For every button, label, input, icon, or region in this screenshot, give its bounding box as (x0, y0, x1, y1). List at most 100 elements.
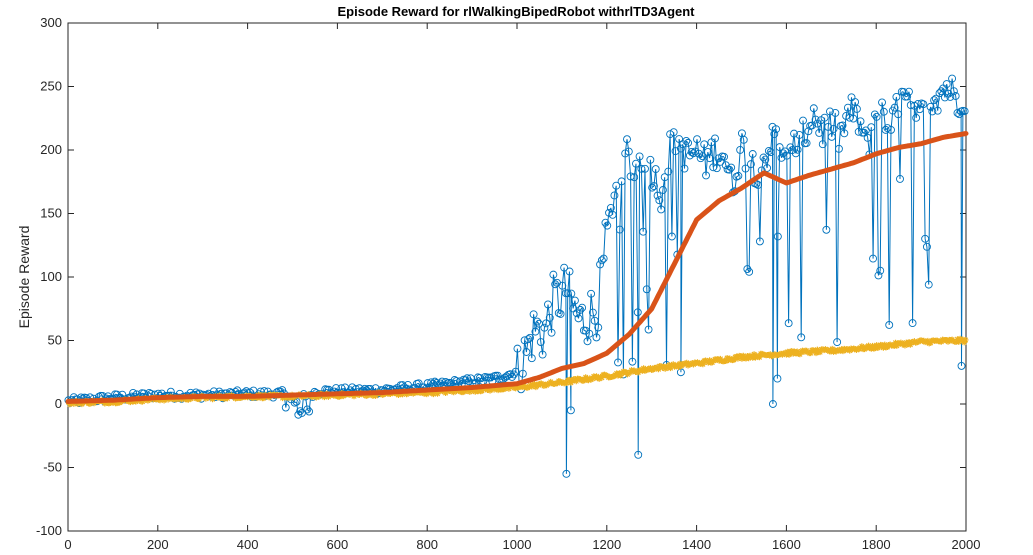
episode-reward-marker (281, 403, 290, 412)
episode-reward-marker (562, 469, 571, 478)
episode-reward-marker (946, 93, 955, 101)
episode-reward-marker (872, 112, 881, 121)
episode-reward-marker (583, 337, 592, 346)
episode-reward-marker (831, 108, 840, 117)
episode-reward-marker (700, 140, 709, 149)
episode-reward-marker (508, 373, 517, 381)
y-tick-label: 150 (40, 206, 62, 221)
episode-reward-marker (890, 103, 899, 112)
episode-reward-marker (646, 155, 655, 164)
episode-reward-marker (784, 319, 793, 328)
episode-reward-marker (592, 333, 601, 342)
episode-reward-marker (879, 107, 888, 116)
episode-reward-marker (556, 309, 565, 318)
episode-reward-marker (951, 92, 960, 100)
episode-reward-marker (852, 105, 861, 113)
episode-reward-marker (761, 155, 770, 164)
episode-reward-marker (641, 164, 649, 173)
episode-reward-marker (687, 148, 696, 156)
x-tick-label: 1000 (503, 537, 532, 552)
episode-reward-marker (809, 104, 818, 113)
episode-reward-marker (597, 256, 606, 265)
episode-reward-marker (870, 110, 879, 119)
episode-reward-marker (712, 164, 721, 173)
episode-reward-marker (930, 96, 939, 105)
episode-reward-marker (634, 450, 643, 459)
episode-reward-marker (799, 116, 807, 125)
episode-reward-marker (953, 109, 962, 117)
episode-reward-marker (755, 237, 764, 246)
episode-reward-marker (574, 314, 583, 323)
episode-reward-marker (671, 147, 680, 156)
y-axis-label: Episode Reward (16, 226, 32, 329)
episode-reward-marker (639, 227, 648, 236)
episode-reward-marker (599, 254, 608, 263)
episode-reward-marker (432, 379, 441, 387)
x-tick-label: 600 (327, 537, 349, 552)
episode-reward-marker (894, 110, 903, 119)
episode-reward-marker (957, 361, 966, 370)
episode-reward-marker (540, 323, 549, 332)
episode-reward-marker (775, 143, 784, 152)
y-tick-label: 200 (40, 142, 62, 157)
episode-reward-marker (651, 165, 660, 174)
episode-reward-marker (705, 154, 714, 163)
episode-reward-marker (633, 308, 642, 317)
episode-reward-marker (912, 113, 921, 122)
episode-reward-marker (630, 173, 639, 182)
episode-reward-marker (610, 191, 619, 200)
episode-reward-marker (563, 289, 572, 298)
episode-reward-marker (754, 181, 763, 189)
episode-reward-marker (887, 125, 895, 134)
episode-reward-marker (585, 329, 594, 338)
episode-reward-marker (529, 310, 538, 319)
episode-reward-marker (960, 107, 969, 116)
episode-reward-marker (759, 153, 768, 162)
episode-reward-marker (797, 333, 806, 342)
episode-reward-marker (863, 133, 872, 142)
episode-reward-marker (676, 144, 685, 153)
episode-reward-marker (570, 296, 579, 305)
episode-reward-marker (804, 127, 813, 136)
episode-reward-marker (594, 323, 603, 332)
episode-reward-marker (536, 338, 545, 346)
episode-reward-marker (522, 348, 531, 356)
episode-reward-marker (554, 309, 563, 318)
episode-reward-marker (587, 289, 596, 298)
y-tick-label: 0 (55, 396, 62, 411)
episode-reward-marker (637, 164, 646, 173)
episode-reward-marker (933, 106, 942, 115)
episode-reward-marker (590, 316, 599, 325)
episode-reward-marker (845, 113, 854, 122)
episode-reward-marker (533, 317, 542, 326)
episode-reward-marker (883, 124, 892, 133)
episode-reward-marker (549, 270, 558, 279)
y-tick-label: -100 (36, 523, 62, 538)
episode-reward-marker (423, 379, 432, 388)
y-tick-label: -50 (43, 460, 62, 475)
episode-reward-marker (736, 145, 745, 154)
episode-reward-marker (578, 303, 587, 312)
episode-reward-marker (294, 410, 303, 419)
episode-reward-marker (885, 321, 894, 329)
episode-reward-marker (427, 378, 436, 387)
episode-reward-marker (764, 146, 773, 155)
episode-reward-marker (693, 135, 701, 144)
episode-reward-marker (303, 405, 312, 414)
episode-reward-marker (892, 92, 901, 101)
episode-reward-marker (833, 338, 842, 347)
episode-reward-marker (802, 139, 811, 148)
episode-reward-marker (834, 144, 843, 153)
episode-reward-marker (698, 152, 707, 161)
episode-reward-marker (748, 150, 757, 158)
episode-reward-marker (878, 98, 886, 107)
episode-reward-marker (808, 121, 816, 130)
episode-reward-marker (815, 128, 824, 137)
episode-reward-marker (560, 263, 569, 272)
episode-reward-marker (768, 400, 777, 408)
episode-reward-marker (632, 159, 640, 168)
episode-reward-marker (545, 313, 554, 322)
episode-reward-marker (766, 148, 775, 157)
x-tick-label: 400 (237, 537, 259, 552)
